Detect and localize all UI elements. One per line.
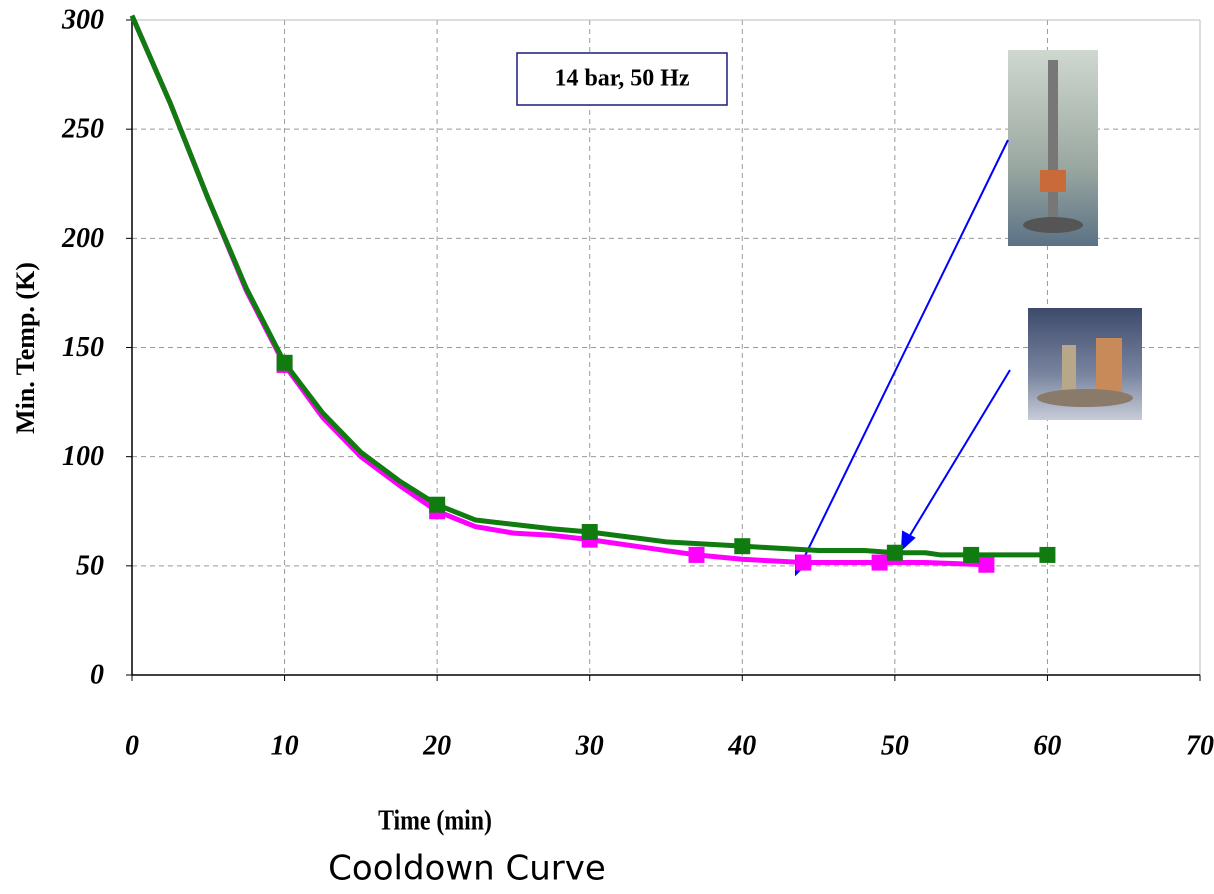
x-tick-label: 70 [1186,730,1214,761]
annotation: 14 bar, 50 Hz [554,66,689,92]
marker [734,538,751,555]
x-tick-label: 10 [271,730,299,761]
x-tick-label: 0 [125,730,139,761]
y-tick-label: 150 [62,332,104,363]
y-tick-label: 300 [61,4,104,35]
y-tick-label: 250 [61,114,104,145]
y-tick-label: 0 [90,659,104,690]
series-line [129,14,1048,558]
x-tick-label: 30 [575,730,604,761]
marker [886,544,903,561]
annotation-box [516,52,728,106]
photo [1028,308,1142,420]
x-axis-label: Time (min) [378,805,492,836]
y-tick-label: 50 [76,550,104,581]
arrow [795,139,1011,577]
x-tick-label: 50 [881,730,909,761]
marker [688,546,705,563]
marker [429,496,446,513]
x-tick-label: 20 [422,730,451,761]
marker [795,554,812,571]
y-axis-label: Min. Temp. (K) [11,262,40,434]
y-tick-label: 100 [62,441,104,472]
caption: Cooldown Curve [328,849,606,889]
marker [276,354,293,371]
marker [978,556,995,573]
x-tick-label: 60 [1033,730,1061,761]
marker [581,523,598,540]
marker [871,554,888,571]
marker [1039,546,1056,563]
y-tick-label: 200 [61,223,104,254]
marker [963,546,980,563]
photo [1008,50,1098,246]
x-tick-label: 40 [727,730,756,761]
